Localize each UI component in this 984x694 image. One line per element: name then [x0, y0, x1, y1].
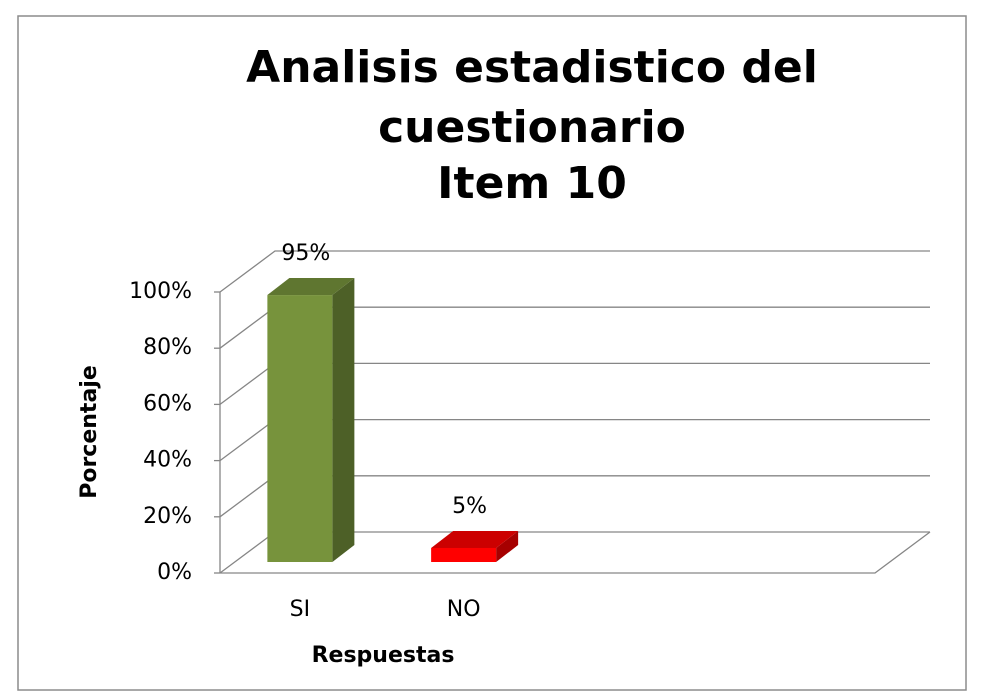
x-axis-label: Respuestas — [312, 643, 455, 668]
grid-line — [219, 250, 930, 293]
chart-title: Item 10 — [437, 158, 627, 209]
y-tick-label: 100% — [129, 279, 192, 304]
bar-top — [267, 278, 355, 296]
data-label: 5% — [452, 494, 487, 519]
bar-side — [496, 530, 519, 562]
y-tick-label: 60% — [143, 391, 192, 416]
y-tick-label: 0% — [157, 560, 192, 585]
x-tick-label: NO — [447, 597, 481, 622]
floor — [220, 531, 931, 574]
y-tick-label: 40% — [143, 448, 192, 473]
bar — [431, 547, 497, 562]
bar — [267, 295, 333, 562]
data-label: 95% — [281, 241, 330, 266]
x-tick-label: SI — [290, 597, 310, 622]
bar-top — [431, 530, 519, 548]
y-axis-label: Porcentaje — [77, 365, 102, 499]
y-tick-label: 80% — [143, 335, 192, 360]
y-tick-label: 20% — [143, 504, 192, 529]
chart-title: cuestionario — [378, 102, 686, 153]
chart-title: Analisis estadistico del — [246, 42, 818, 93]
chart-frame — [17, 15, 967, 691]
bar-side — [332, 278, 355, 562]
